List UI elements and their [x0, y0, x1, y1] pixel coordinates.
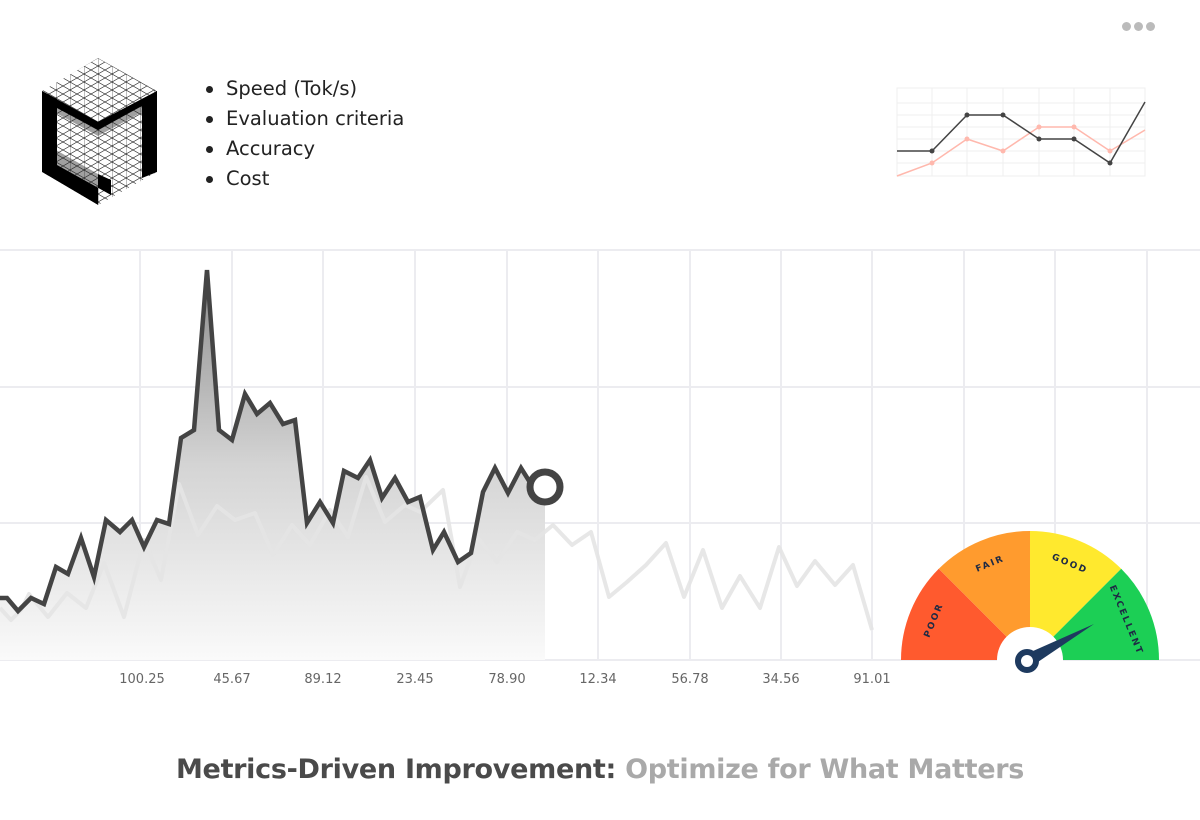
mini-point	[1036, 124, 1042, 130]
mini-point	[929, 148, 935, 154]
title-light: Optimize for What Matters	[616, 754, 1024, 785]
mini-series-pink	[896, 126, 1146, 177]
x-tick-label: 56.78	[671, 672, 709, 687]
gauge-segment-excellent	[1030, 568, 1159, 660]
mini-point	[1000, 148, 1006, 154]
x-tick-label: 12.34	[579, 672, 617, 687]
gauge-needle-pivot	[1015, 649, 1039, 673]
list-item-label: Evaluation criteria	[226, 107, 405, 130]
mini-point	[1071, 124, 1077, 130]
gauge-segment-good	[1030, 531, 1122, 660]
list-item: Evaluation criteria	[204, 104, 404, 134]
list-item: Cost	[204, 164, 404, 194]
mini-point	[1000, 112, 1006, 118]
secondary-series-line	[0, 475, 874, 631]
mini-point	[1036, 136, 1042, 142]
mini-point	[1107, 148, 1113, 154]
list-item: Accuracy	[204, 134, 404, 164]
gauge-needle	[1024, 624, 1094, 666]
page-title: Metrics-Driven Improvement: Optimize for…	[0, 754, 1200, 785]
title-dark: Metrics-Driven Improvement:	[175, 754, 616, 785]
more-horizontal-icon[interactable]	[1122, 22, 1155, 31]
mini-series-dark	[897, 101, 1146, 165]
mini-point	[1107, 160, 1113, 166]
mini-point	[1071, 136, 1077, 142]
gauge-segment-poor	[901, 568, 1030, 660]
x-tick-label: 89.12	[304, 672, 342, 687]
list-item-label: Cost	[226, 167, 270, 190]
area-fill	[0, 270, 545, 660]
mini-point	[964, 136, 970, 142]
mini-point	[964, 112, 970, 118]
x-tick-label: 100.25	[119, 672, 165, 687]
main-line-chart	[0, 249, 1200, 661]
x-tick-label: 91.01	[853, 672, 891, 687]
logo	[42, 58, 157, 205]
x-tick-label: 23.45	[396, 672, 434, 687]
x-tick-label: 78.90	[488, 672, 526, 687]
gauge-segment-fair	[938, 531, 1030, 660]
x-tick-label: 34.56	[762, 672, 800, 687]
mini-point	[929, 160, 935, 166]
current-point-marker[interactable]	[526, 468, 564, 506]
main-series-line	[0, 269, 533, 615]
x-tick-label: 45.67	[213, 672, 251, 687]
list-item-label: Speed (Tok/s)	[226, 77, 358, 100]
list-item-label: Accuracy	[226, 137, 316, 160]
metrics-list: Speed (Tok/s) Evaluation criteria Accura…	[204, 74, 404, 194]
list-item: Speed (Tok/s)	[204, 74, 404, 104]
mini-line-chart	[896, 87, 1146, 177]
